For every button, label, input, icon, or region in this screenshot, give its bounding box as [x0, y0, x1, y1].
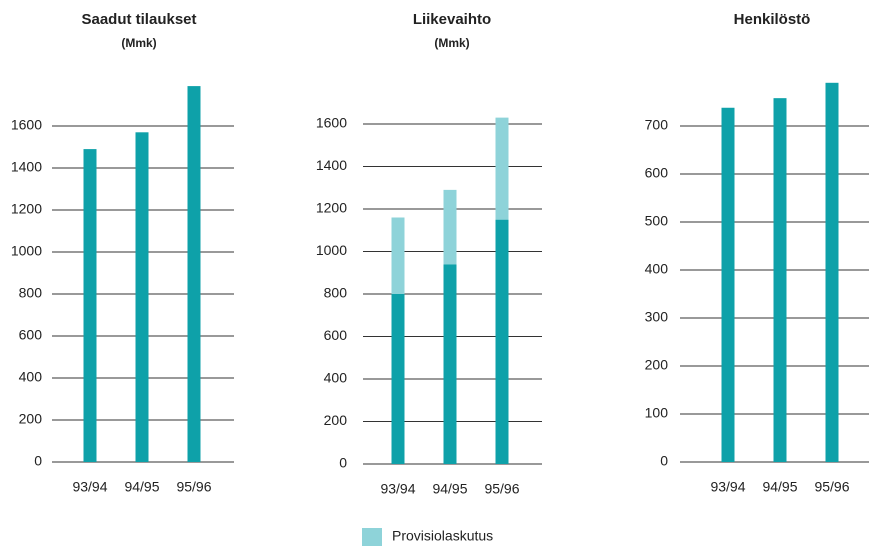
- bar: [721, 107, 735, 462]
- chart-title: Liikevaihto: [413, 11, 491, 28]
- chart-title: Saadut tilaukset: [81, 11, 196, 28]
- y-tick-label: 100: [645, 405, 669, 421]
- y-tick-label: 1200: [316, 200, 347, 216]
- x-tick-label: 94/95: [124, 479, 159, 495]
- y-tick-label: 700: [645, 117, 669, 133]
- x-tick-label: 95/96: [814, 479, 849, 495]
- bar-segment: [443, 189, 457, 265]
- y-tick-label: 1200: [11, 201, 42, 217]
- y-tick-label: 300: [645, 309, 669, 325]
- bar: [825, 82, 839, 463]
- bar: [773, 98, 787, 462]
- y-tick-label: 1600: [11, 117, 42, 133]
- y-tick-label: 600: [19, 327, 43, 343]
- bar-segment: [391, 294, 405, 464]
- x-tick-label: 93/94: [72, 479, 107, 495]
- bar-segment: [443, 264, 457, 464]
- y-tick-label: 200: [19, 411, 43, 427]
- y-tick-label: 200: [324, 412, 348, 428]
- chart-title: Henkilöstö: [734, 11, 811, 28]
- x-tick-label: 94/95: [432, 481, 467, 497]
- legend-swatch: [362, 528, 382, 546]
- x-tick-label: 95/96: [176, 479, 211, 495]
- y-tick-label: 800: [19, 285, 43, 301]
- x-tick-label: 93/94: [380, 481, 415, 497]
- y-tick-label: 1000: [11, 243, 42, 259]
- y-tick-label: 0: [660, 453, 668, 469]
- x-tick-label: 93/94: [710, 479, 745, 495]
- y-tick-label: 1000: [316, 242, 347, 258]
- y-tick-label: 1400: [11, 159, 42, 175]
- y-tick-label: 500: [645, 213, 669, 229]
- y-tick-label: 400: [19, 369, 43, 385]
- bar-segment: [495, 219, 509, 464]
- y-tick-label: 1400: [316, 157, 347, 173]
- chart-subtitle: (Mmk): [434, 36, 469, 50]
- y-tick-label: 0: [339, 455, 347, 471]
- y-tick-label: 1600: [316, 115, 347, 131]
- y-tick-label: 400: [324, 370, 348, 386]
- bar-segment: [391, 217, 405, 294]
- y-tick-label: 800: [324, 285, 348, 301]
- bar-segment: [495, 117, 509, 220]
- y-tick-label: 200: [645, 357, 669, 373]
- chart-subtitle: (Mmk): [121, 36, 156, 50]
- bar: [135, 132, 149, 463]
- bar: [83, 149, 97, 462]
- x-tick-label: 94/95: [762, 479, 797, 495]
- y-tick-label: 600: [645, 165, 669, 181]
- legend-label: Provisiolaskutus: [392, 528, 493, 544]
- x-tick-label: 95/96: [484, 481, 519, 497]
- y-tick-label: 600: [324, 327, 348, 343]
- y-tick-label: 0: [34, 453, 42, 469]
- y-tick-label: 400: [645, 261, 669, 277]
- bar: [187, 86, 201, 462]
